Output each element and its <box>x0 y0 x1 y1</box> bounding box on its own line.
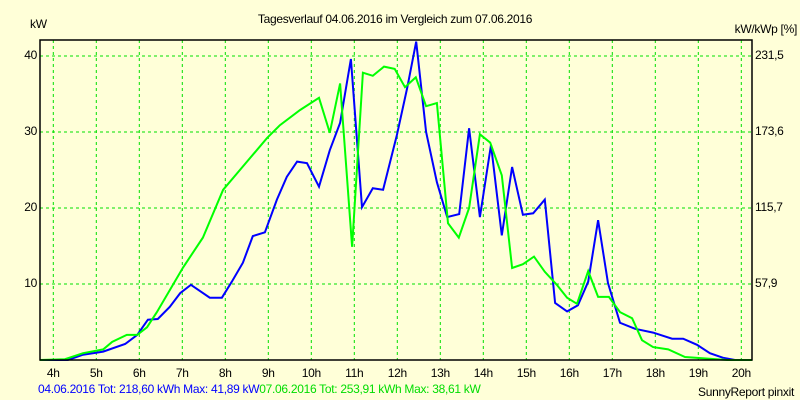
y-axis-label: kW <box>30 17 47 31</box>
legend-series-1: 04.06.2016 Tot: 218,60 kWh Max: 41,89 kW <box>38 382 260 396</box>
x-tick-label: 19h <box>688 366 708 380</box>
y-tick-label: 10 <box>24 276 37 290</box>
series-lines <box>39 41 752 361</box>
y-tick-label: 40 <box>24 48 37 62</box>
x-tick-label: 15h <box>516 366 536 380</box>
x-tick-label: 8h <box>218 366 232 380</box>
plot-frame <box>39 39 753 361</box>
x-tick-label: 9h <box>261 366 275 380</box>
x-tick-label: 12h <box>387 366 407 380</box>
y-tick-label: 30 <box>24 124 37 138</box>
x-tick-label: 10h <box>301 366 321 380</box>
legend: 04.06.2016 Tot: 218,60 kWh Max: 41,89 kW… <box>38 382 481 396</box>
x-tick-label: 17h <box>602 366 622 380</box>
x-tick-label: 16h <box>559 366 579 380</box>
x-tick-label: 13h <box>430 366 450 380</box>
y-tick-label: 20 <box>24 200 37 214</box>
chart-title: Tagesverlauf 04.06.2016 im Vergleich zum… <box>257 12 533 26</box>
x-tick-label: 4h <box>46 366 60 380</box>
grid <box>40 40 752 360</box>
x-tick-label: 14h <box>473 366 493 380</box>
legend-series-2: 07.06.2016 Tot: 253,91 kWh Max: 38,61 kW <box>259 382 481 396</box>
x-tick-label: 18h <box>645 366 665 380</box>
y-right-tick-label: 57,9 <box>755 276 778 290</box>
x-tick-label: 7h <box>175 366 189 380</box>
footer-credit: SunnyReport pinxit <box>698 385 794 399</box>
x-tick-label: 5h <box>89 366 103 380</box>
x-tick-label: 6h <box>132 366 146 380</box>
y-right-tick-label: 231,5 <box>755 48 784 62</box>
x-tick-label: 20h <box>731 366 751 380</box>
y-right-tick-label: 173,6 <box>755 124 784 138</box>
y-right-tick-label: 115,7 <box>755 200 783 214</box>
y-axis-right-label: kW/kWp [%] <box>734 22 798 36</box>
x-tick-label: 11h <box>345 366 364 380</box>
series-line-2 <box>39 65 752 361</box>
series-line-1 <box>40 41 752 361</box>
